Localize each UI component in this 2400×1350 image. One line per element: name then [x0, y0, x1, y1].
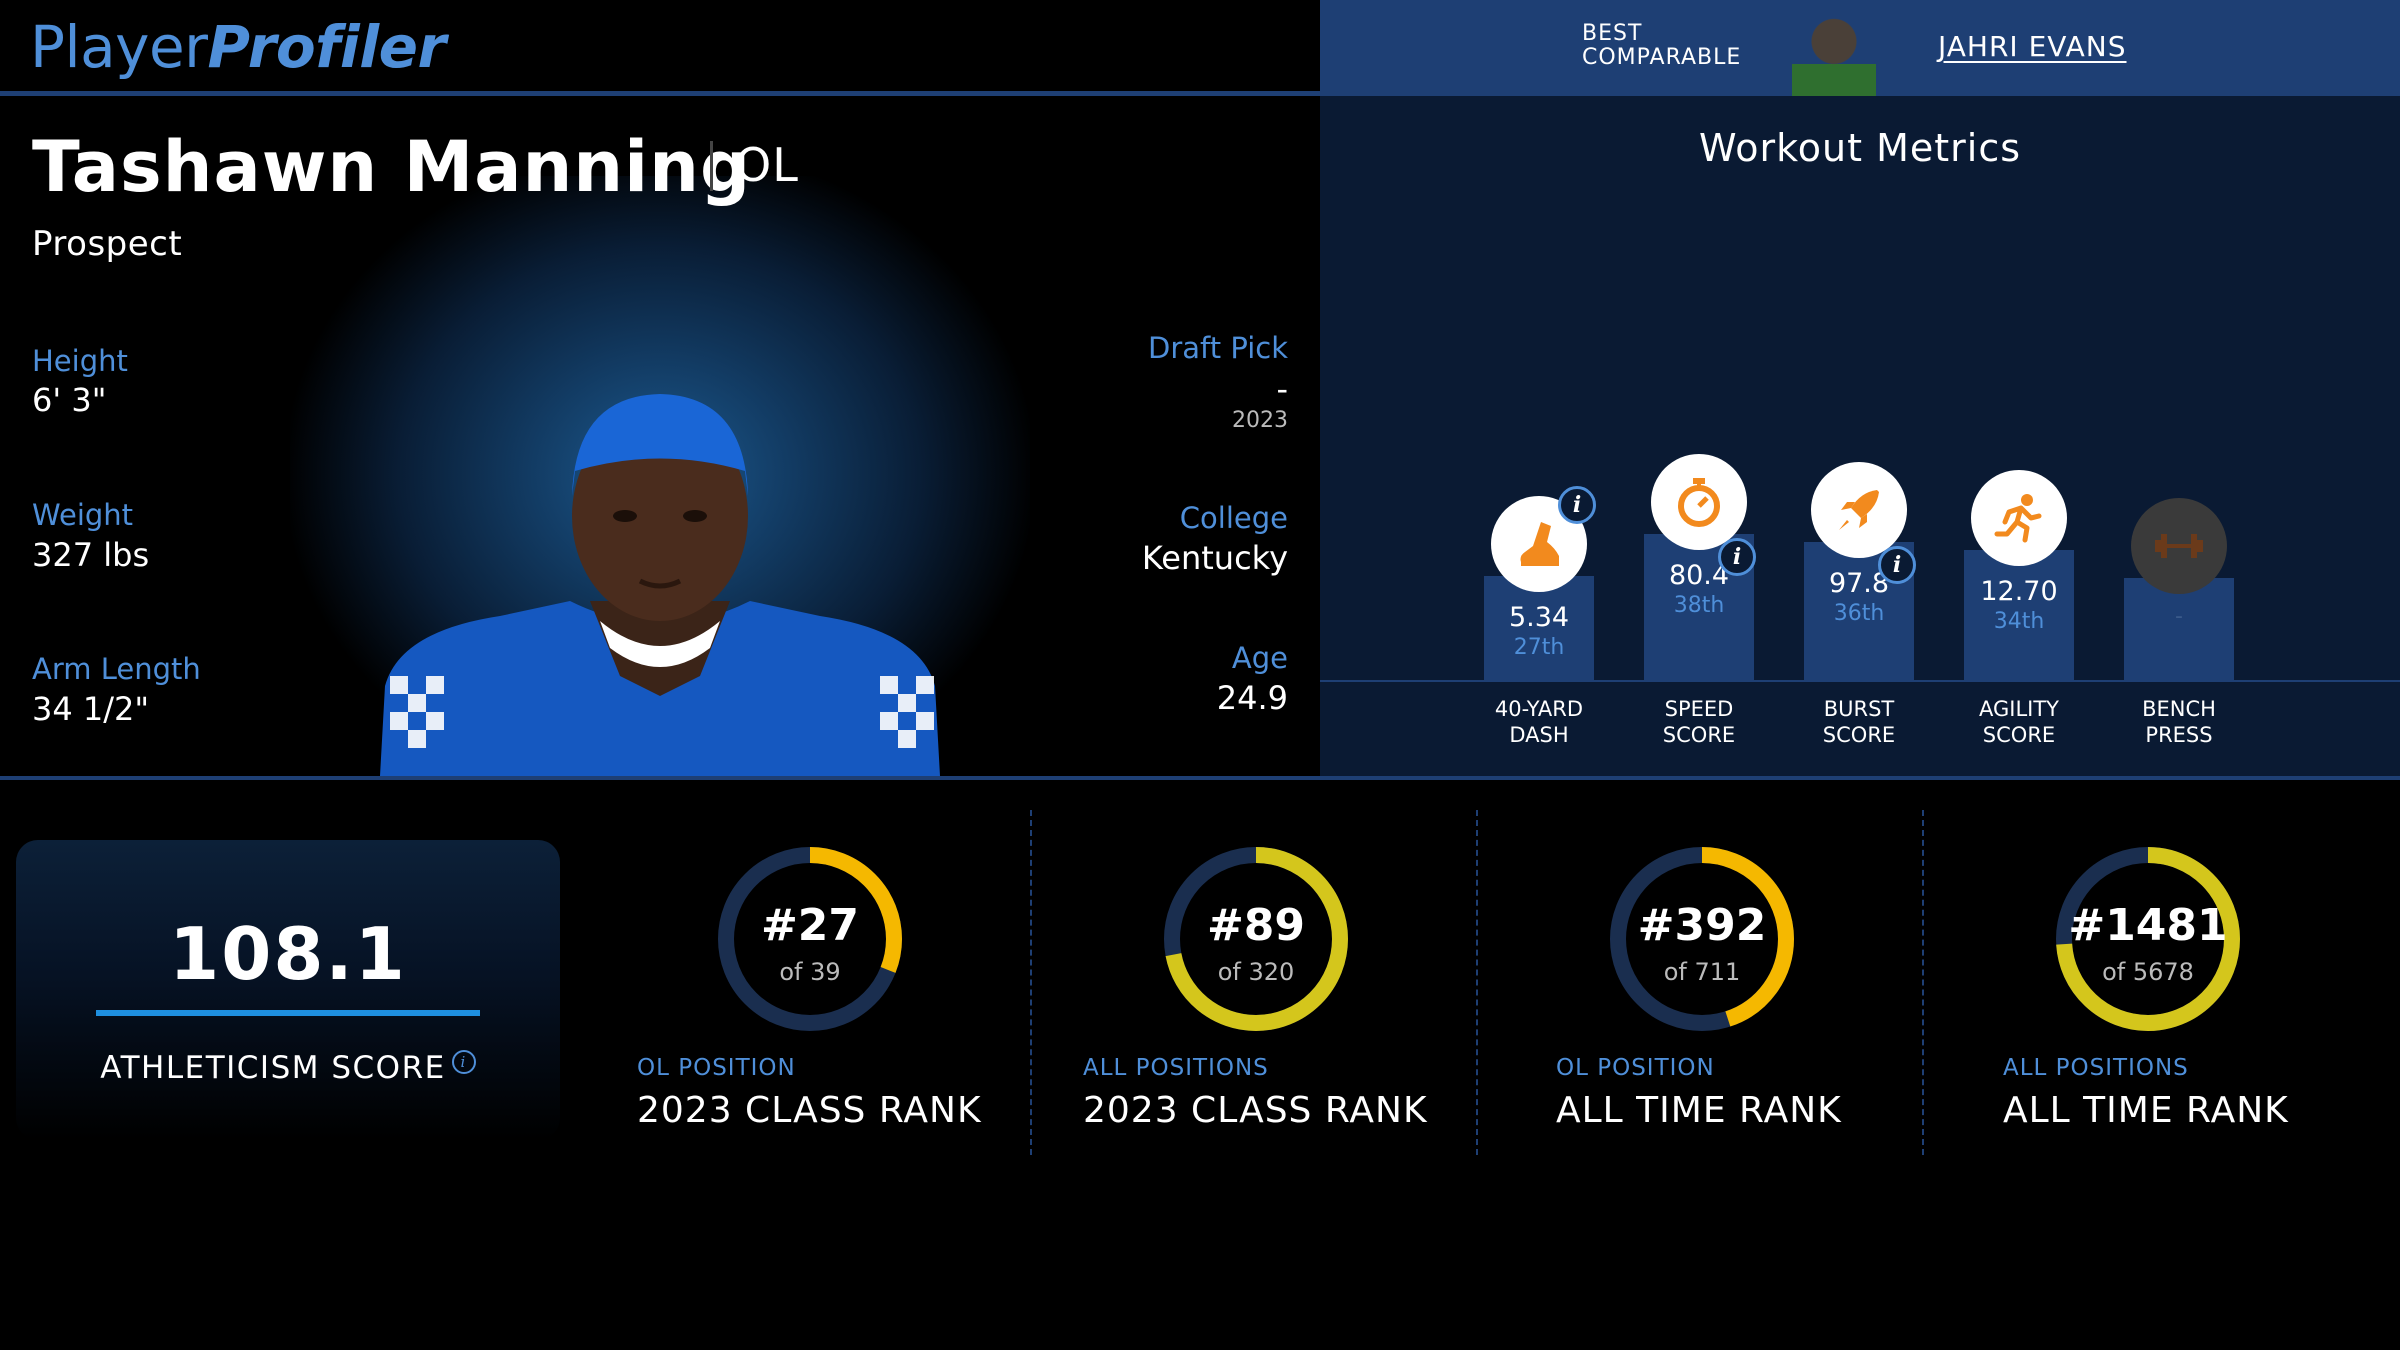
rank-value: #392: [1637, 900, 1767, 951]
rank-ring-progress: [718, 847, 902, 1031]
metric-value: 5.34: [1508, 602, 1570, 633]
rank-title: 2023 CLASS RANK: [637, 1090, 982, 1131]
rank-title: 2023 CLASS RANK: [1083, 1090, 1428, 1131]
best-comparable-line1: BEST: [1582, 21, 1643, 46]
player-position: OL: [735, 138, 799, 192]
workout-metrics-title: Workout Metrics: [1698, 126, 2022, 170]
metric-label-line2: PRESS: [2145, 723, 2213, 747]
metric-label-line1: AGILITY: [1978, 697, 2059, 721]
rank-ring-ol-all-time: [1610, 847, 1794, 1031]
metric-label-bench-press: BENCH PRESS: [2099, 696, 2259, 748]
age-value: 24.9: [1216, 679, 1288, 717]
info-icon[interactable]: i: [1878, 546, 1916, 584]
rank-value: #27: [760, 900, 860, 951]
player-panel: Tashawn Manning OL Prospect Height 6' 3"…: [0, 96, 1320, 776]
site-logo[interactable]: PlayerProfiler: [30, 12, 446, 82]
player-photo: [380, 394, 940, 776]
best-comparable-label: BEST COMPARABLE: [1582, 22, 1741, 70]
rank-divider: [1030, 810, 1032, 1155]
rank-ring-ol-class: [718, 847, 902, 1031]
rank-scope: OL POSITION: [1556, 1055, 1715, 1081]
athleticism-score-label: ATHLETICISM SCORE: [100, 1050, 446, 1086]
rank-ring-progress: [1610, 847, 1794, 1031]
info-icon[interactable]: i: [1718, 538, 1756, 576]
athleticism-score-label-row: ATHLETICISM SCORE i: [16, 1050, 560, 1086]
rank-scope: ALL POSITIONS: [2003, 1055, 2189, 1081]
metric-percentile: 36th: [1833, 601, 1885, 626]
metric-bar-agility-score: 12.70 34th: [1964, 550, 2074, 680]
header-left: PlayerProfiler: [0, 0, 1320, 96]
metric-label-line1: BURST: [1823, 697, 1895, 721]
name-divider: [710, 141, 713, 191]
metric-value: 12.70: [1980, 576, 2058, 607]
rank-ring-progress: [2056, 847, 2240, 1031]
arm-length-value: 34 1/2": [32, 690, 150, 728]
metric-label-line1: 40-YARD: [1494, 697, 1584, 721]
rank-ring-all-class: [1164, 847, 1348, 1031]
metric-label-line2: SCORE: [1822, 723, 1896, 747]
metric-label-agility-score: AGILITY SCORE: [1939, 696, 2099, 748]
stopwatch-icon: [1651, 454, 1747, 550]
metric-label-burst-score: BURST SCORE: [1779, 696, 1939, 748]
metric-label-line2: SCORE: [1662, 723, 1736, 747]
metric-percentile: 34th: [1993, 609, 2045, 634]
rank-ring-all-all-time: [2056, 847, 2240, 1031]
rocket-icon: [1811, 462, 1907, 558]
dumbbell-icon: [2131, 498, 2227, 594]
rank-total: of 320: [1217, 958, 1295, 986]
info-icon[interactable]: i: [451, 1050, 476, 1074]
rank-total: of 39: [779, 958, 841, 986]
player-name: Tashawn Manning: [32, 126, 752, 208]
athleticism-score-bar: [96, 1010, 480, 1016]
section-divider: [0, 776, 2400, 780]
metric-percentile: -: [2175, 604, 2183, 629]
age-label: Age: [1231, 641, 1288, 675]
best-comparable-bar: BEST COMPARABLE JAHRI EVANS: [1320, 0, 2400, 96]
rank-title: ALL TIME RANK: [1556, 1090, 1842, 1131]
rank-scope: ALL POSITIONS: [1083, 1055, 1269, 1081]
rank-total: of 5678: [2102, 958, 2194, 986]
draft-year: 2023: [1232, 408, 1288, 433]
athleticism-score-card: 108.1 ATHLETICISM SCORE i: [16, 840, 560, 1140]
college-value: Kentucky: [1141, 539, 1288, 577]
comparable-avatar[interactable]: [1792, 12, 1876, 96]
workout-baseline: [1320, 680, 2400, 682]
rank-divider: [1476, 810, 1478, 1155]
logo-profiler-text: Profiler: [207, 13, 447, 81]
best-comparable-line2: COMPARABLE: [1582, 45, 1742, 70]
metric-percentile: 38th: [1673, 593, 1725, 618]
player-status: Prospect: [32, 224, 183, 264]
draft-pick-label: Draft Pick: [1148, 331, 1288, 365]
weight-value: 327 lbs: [32, 536, 150, 574]
metric-bar-bench-press: -: [2124, 578, 2234, 680]
metric-label-line1: SPEED: [1664, 697, 1734, 721]
weight-label: Weight: [32, 498, 134, 532]
college-label: College: [1179, 501, 1288, 535]
rank-value: #89: [1206, 900, 1306, 951]
rank-ring-progress: [1164, 847, 1348, 1031]
metric-label-speed-score: SPEED SCORE: [1619, 696, 1779, 748]
metric-percentile: 27th: [1513, 635, 1565, 660]
metric-label-line2: SCORE: [1982, 723, 2056, 747]
logo-player-text: Player: [30, 13, 208, 81]
runner-icon: [1971, 470, 2067, 566]
comparable-player-link[interactable]: JAHRI EVANS: [1938, 30, 2127, 63]
rank-scope: OL POSITION: [637, 1055, 796, 1081]
height-value: 6' 3": [32, 381, 107, 419]
metric-bar-40-yard-dash: 5.34 27th: [1484, 576, 1594, 680]
arm-length-label: Arm Length: [32, 652, 201, 686]
height-label: Height: [32, 344, 128, 378]
draft-pick-value: -: [1276, 370, 1288, 408]
rank-divider: [1922, 810, 1924, 1155]
rank-value: #1481: [2068, 900, 2228, 951]
metric-label-line1: BENCH: [2142, 697, 2216, 721]
info-icon[interactable]: i: [1558, 486, 1596, 524]
metric-label-line2: DASH: [1509, 723, 1569, 747]
rank-total: of 711: [1663, 958, 1741, 986]
metric-label-40-yard-dash: 40-YARD DASH: [1459, 696, 1619, 748]
athleticism-score-value: 108.1: [169, 912, 407, 996]
workout-metrics-panel: Workout Metrics 5.34 27th i 40-YARD DASH …: [1320, 96, 2400, 776]
rank-title: ALL TIME RANK: [2003, 1090, 2289, 1131]
